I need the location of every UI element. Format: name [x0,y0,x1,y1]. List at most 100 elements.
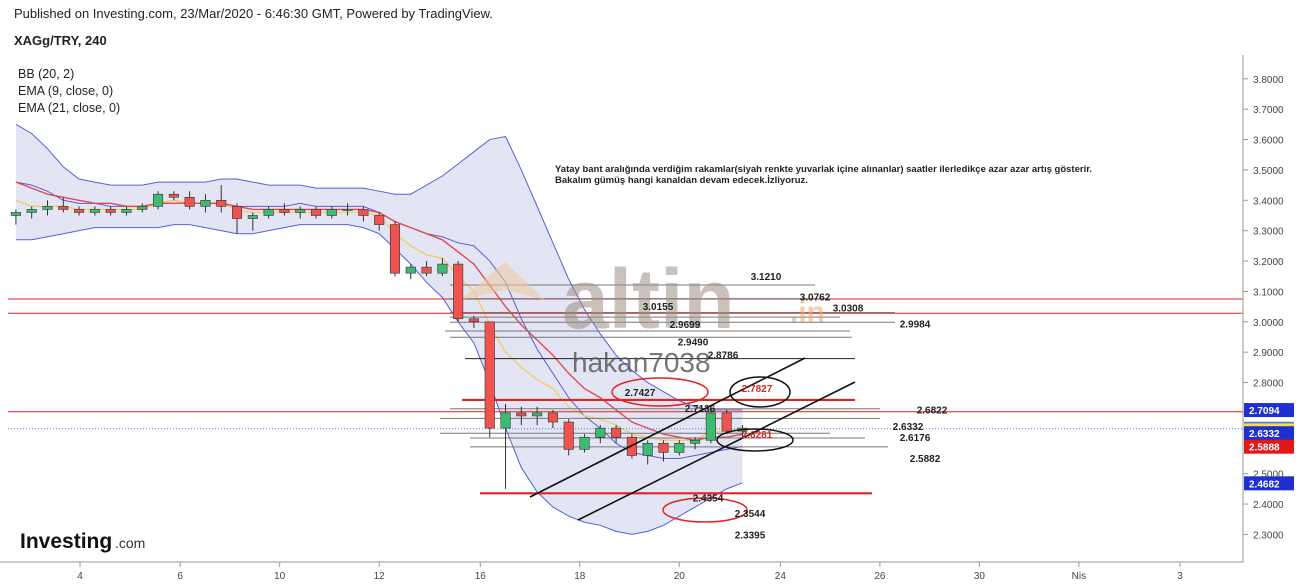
highlight-ellipse [662,497,748,523]
candle-body [295,209,306,213]
watermark-suffix: .in [790,296,825,329]
y-tick-label: 3.4000 [1253,196,1284,207]
candle-body [437,263,448,274]
highlight-ellipse [716,428,794,452]
level-label: 2.4354 [693,493,724,504]
candle-body [547,412,558,423]
candle-body [310,209,322,216]
candle-body [579,436,590,450]
candle-body [137,206,148,210]
price-marker-label: 2.4682 [1249,479,1280,490]
candle-body [421,266,432,274]
note: Bakalım gümüş hangi kanaldan devam edece… [555,175,808,186]
price-marker-label: 2.6332 [1249,429,1280,440]
candle-body [532,412,543,417]
x-tick-label: 3 [1177,571,1183,582]
header: Published on Investing.com, 23/Mar/2020 … [14,6,493,21]
watermark-text: altin [562,252,735,346]
candle-body [516,412,527,417]
y-tick-label: 2.8000 [1253,379,1284,390]
x-tick-label: 20 [674,571,686,582]
level-label: 3.0762 [800,293,831,304]
candle-body [595,427,606,438]
x-tick-label: 10 [274,571,286,582]
y-tick-label: 3.3000 [1253,227,1284,238]
x-tick-label: 24 [775,571,787,582]
y-tick-label: 2.5000 [1253,470,1284,481]
price-marker-label: 2.7094 [1249,406,1280,417]
y-tick-label: 3.0000 [1253,318,1284,329]
x-tick-label: 30 [974,571,986,582]
price-marker [1244,426,1294,441]
level-label: 2.5882 [910,454,941,465]
channel-line [529,357,806,498]
bb-upper [15,123,743,411]
bb-lower [15,224,743,535]
x-tick-label: 18 [574,571,586,582]
y-tick-label: 3.2000 [1253,257,1284,268]
candle-body [374,215,385,225]
level-label: 3.0155 [643,302,674,313]
logo-suffix: .com [115,535,145,551]
legend-entry: EMA (21, close, 0) [18,101,120,115]
candle-body [168,193,179,198]
level-label: 2.6822 [917,405,948,416]
level-label: 2.9490 [678,337,709,348]
candle-body [468,318,479,323]
level-label: 3.1210 [751,272,782,283]
level-label: 2.8786 [708,351,739,362]
logo: Investing [20,530,112,553]
candle-body [642,442,653,456]
candle-body [247,215,258,219]
level-label: 2.7827 [742,384,773,395]
price-marker [1244,403,1294,418]
candle-body [216,199,227,207]
y-tick-label: 3.1000 [1253,287,1284,298]
candle-body [674,442,685,453]
level-label: 2.6176 [900,433,931,444]
level-label: 2.6281 [742,430,773,441]
legend-entry: EMA (9, close, 0) [18,84,113,98]
candle-body [484,321,495,429]
candle-body [231,206,243,219]
candle-body [563,421,574,450]
candle-body [389,224,401,274]
level-label: 2.6332 [893,422,924,433]
y-tick-label: 2.3000 [1253,530,1284,541]
y-tick-label: 2.4000 [1253,500,1284,511]
x-tick-label: 6 [177,571,183,582]
level-label: 2.9699 [670,320,701,331]
candle-body [326,209,337,216]
y-tick-label: 3.5000 [1253,166,1284,177]
legend-entry: BB (20, 2) [18,67,74,81]
candle-body [453,263,464,320]
candle-body [263,209,274,216]
x-tick-label: 16 [475,571,487,582]
candle-body [611,427,622,438]
note: Yatay bant aralığında verdiğim rakamlar(… [555,164,1092,175]
candle-body [279,209,290,213]
price-marker [1244,476,1294,491]
x-tick-label: 26 [874,571,886,582]
highlight-ellipse [611,377,709,407]
candle-body [153,193,164,207]
y-tick-label: 2.9000 [1253,348,1284,359]
candle-body [405,266,416,274]
price-marker-label: 2.5888 [1249,443,1280,454]
y-tick-label: 3.8000 [1253,75,1284,86]
level-label: 2.9984 [900,319,931,330]
candle-body [105,209,116,213]
candle-body [500,412,511,429]
level-label: 2.3544 [735,509,766,520]
candle-body [184,196,195,207]
x-tick-label: 4 [77,571,83,582]
chart-title: XAGg/TRY, 240 [14,33,107,48]
candle-body [10,212,21,216]
level-label: 2.7136 [685,404,716,415]
candle-body [74,209,85,213]
level-label: 3.0308 [833,303,864,314]
x-tick-label: 12 [374,571,386,582]
candle-body [721,412,732,432]
candle-body [58,206,69,210]
